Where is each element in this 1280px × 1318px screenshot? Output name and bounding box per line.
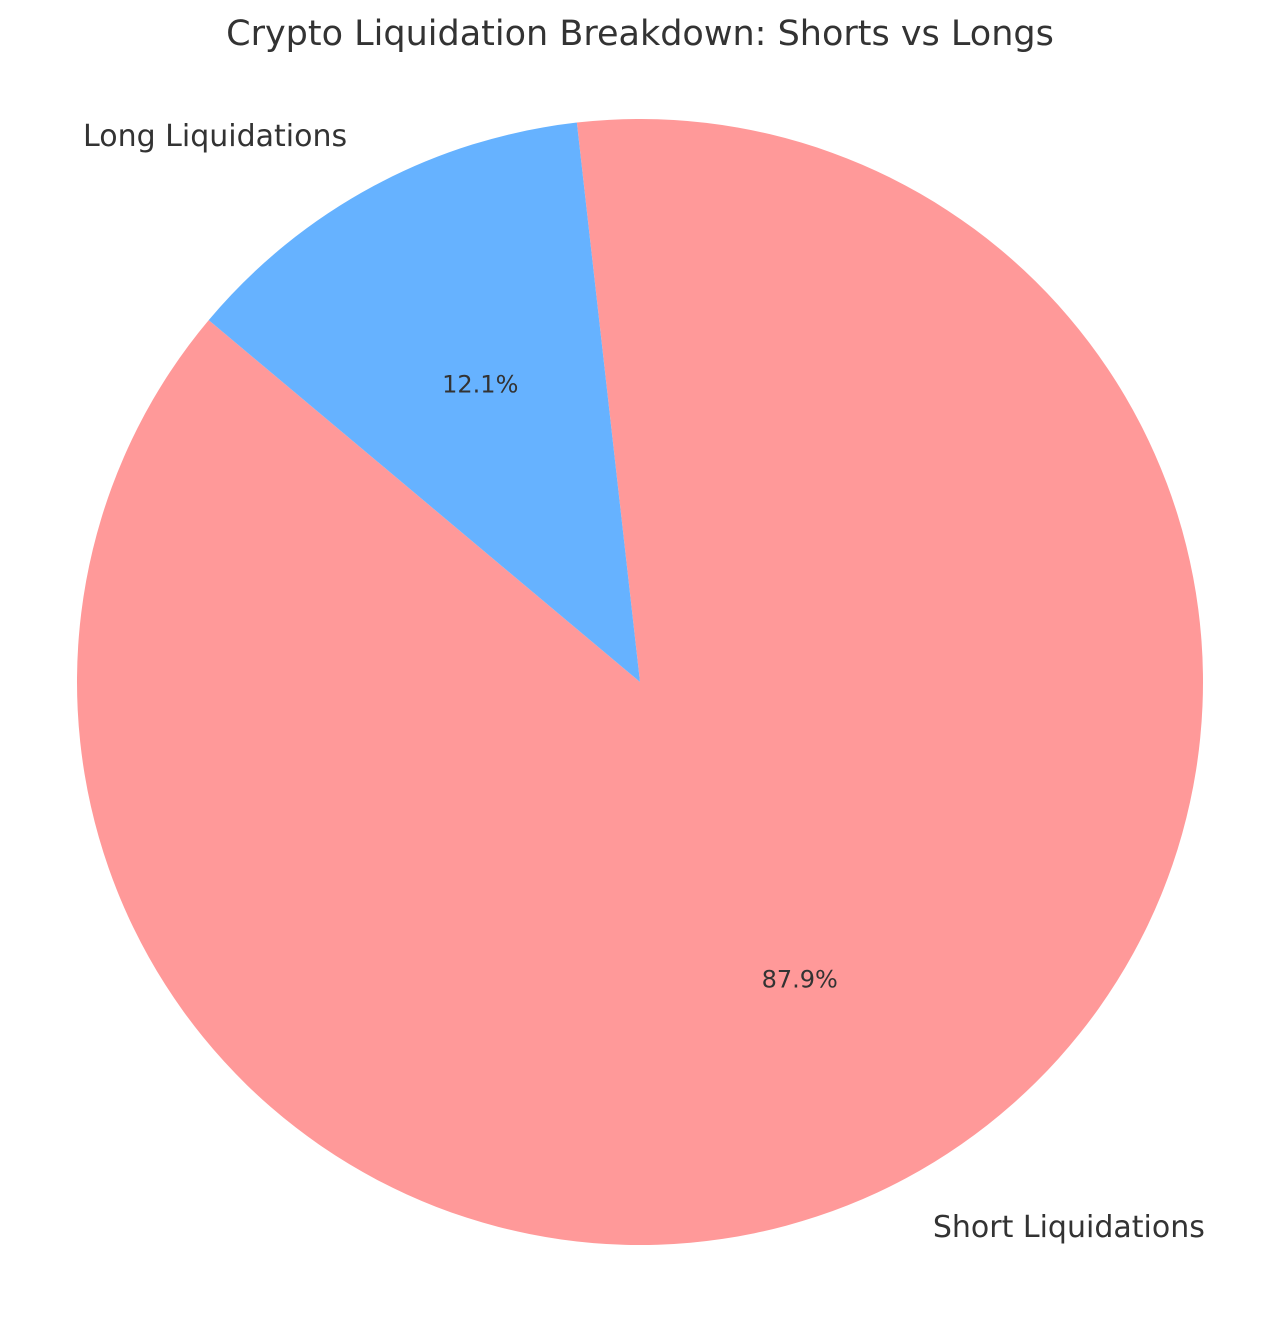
slice-label-short-liquidations: Short Liquidations <box>933 1210 1205 1245</box>
labels-layer: 87.9% Short Liquidations 12.1% Long Liquida… <box>83 119 1205 1245</box>
chart-title: Crypto Liquidation Breakdown: Shorts vs … <box>226 14 1054 54</box>
pct-label-short-liquidations: 87.9% <box>762 966 838 994</box>
slice-label-long-liquidations: Long Liquidations <box>83 119 347 154</box>
pie-slice-short-liquidations <box>77 118 1204 1245</box>
slices-layer <box>77 118 1204 1245</box>
pie-slice-long-liquidations <box>208 122 640 682</box>
pct-label-long-liquidations: 12.1% <box>442 370 518 398</box>
